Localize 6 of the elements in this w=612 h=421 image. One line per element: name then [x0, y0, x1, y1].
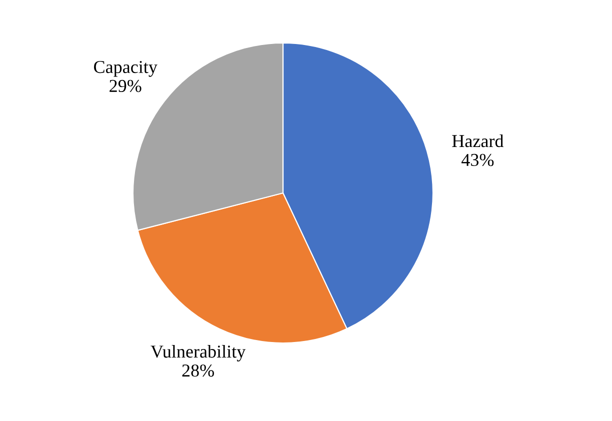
- slice-label: Vulnerability: [150, 345, 246, 362]
- data-label: 29%: [110, 80, 142, 92]
- slice-label: Capacity: [94, 60, 158, 77]
- slice-label: Hazard: [452, 134, 504, 148]
- data-label: 28%: [182, 364, 214, 377]
- data-label: 43%: [462, 154, 494, 166]
